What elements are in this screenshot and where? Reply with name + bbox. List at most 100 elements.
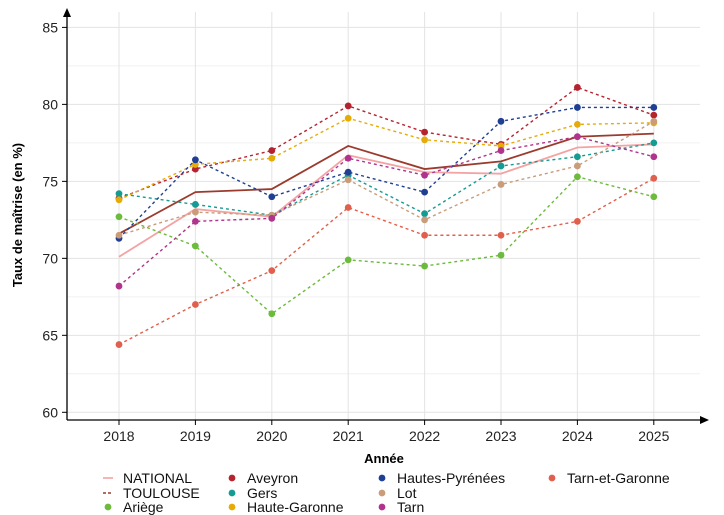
legend-item: Lot: [378, 485, 417, 501]
legend-label: Hautes-Pyrénées: [397, 470, 505, 486]
legend-item: NATIONAL: [103, 470, 192, 486]
series-haute-garonne: [115, 114, 658, 204]
data-point: [497, 117, 505, 125]
series-tarn-et-garonne: [115, 174, 658, 348]
data-point: [497, 251, 505, 259]
legend-item: Ariège: [104, 499, 164, 515]
data-point: [574, 133, 581, 141]
x-tick-label: 2024: [562, 428, 593, 444]
data-point: [497, 162, 505, 170]
legend-item: TOULOUSE: [103, 485, 200, 501]
data-point: [497, 147, 505, 154]
data-point: [574, 120, 581, 128]
x-tick-label: 2020: [256, 428, 287, 444]
legend-label: NATIONAL: [123, 470, 192, 486]
y-tick-label: 80: [42, 96, 58, 112]
legend-swatch: [378, 503, 386, 511]
data-point: [192, 217, 199, 225]
legend-item: Tarn: [378, 499, 424, 515]
legend-label: Tarn-et-Garonne: [567, 470, 670, 486]
legend-item: Gers: [228, 485, 277, 501]
x-tick-label: 2023: [485, 428, 516, 444]
data-point: [421, 210, 428, 218]
series-line: [118, 132, 654, 235]
data-point: [268, 147, 276, 154]
legend-item: Hautes-Pyrénées: [378, 470, 505, 486]
data-point: [650, 111, 658, 119]
series-line: [118, 86, 655, 199]
legend-label: Gers: [247, 485, 277, 501]
data-point: [574, 104, 581, 111]
series-line: [118, 175, 654, 315]
y-axis-arrow: [63, 8, 71, 17]
data-point: [192, 156, 199, 164]
series-hautes-pyr-n-es: [115, 104, 658, 242]
series-national: [118, 143, 654, 258]
series-line: [118, 135, 654, 287]
x-ticks: 2018 2019 2020 2021 2022 2023 2024 2025: [103, 420, 670, 444]
data-point: [497, 231, 505, 239]
data-point: [650, 139, 658, 147]
legend-swatch: [378, 474, 386, 482]
legend-label: Aveyron: [247, 470, 298, 486]
data-point: [421, 262, 428, 270]
data-point: [344, 256, 352, 264]
data-point: [574, 162, 581, 170]
legend-label: Tarn: [397, 499, 424, 515]
legend-item: Haute-Garonne: [228, 499, 344, 515]
data-point: [192, 201, 199, 208]
data-point: [650, 193, 658, 201]
legend-swatch: [228, 503, 236, 511]
x-tick-label: 2021: [333, 428, 364, 444]
data-point: [650, 104, 658, 111]
data-point: [115, 282, 123, 290]
data-point: [115, 196, 123, 204]
y-ticks: 60 65 70 75 80 85: [42, 19, 67, 420]
y-axis-label: Taux de maîtrise (en %): [10, 143, 25, 287]
series-line: [118, 142, 654, 216]
data-point: [268, 267, 276, 275]
data-point: [421, 216, 428, 224]
data-point: [421, 188, 428, 196]
series-lot: [115, 117, 658, 239]
data-point: [115, 190, 123, 198]
data-point: [574, 153, 581, 161]
x-axis-label: Année: [364, 451, 404, 466]
data-point: [115, 213, 123, 221]
data-point: [574, 217, 581, 225]
series-line: [118, 106, 654, 239]
series-line: [118, 117, 654, 201]
data-point: [268, 214, 276, 222]
data-point: [344, 176, 352, 184]
data-point: [650, 174, 658, 182]
y-tick-label: 60: [42, 404, 58, 420]
legend-swatch: [104, 503, 112, 511]
data-point: [192, 208, 199, 216]
data-point: [192, 242, 199, 250]
data-point: [344, 154, 352, 162]
data-point: [344, 102, 352, 110]
series-line: [118, 177, 655, 346]
legend-item: Tarn-et-Garonne: [548, 470, 670, 486]
series-line: [118, 120, 655, 236]
data-point: [268, 193, 276, 201]
data-point: [344, 168, 352, 176]
x-tick-label: 2022: [409, 428, 440, 444]
data-point: [421, 128, 428, 136]
series-ari-ge: [115, 173, 658, 318]
y-tick-label: 75: [42, 173, 58, 189]
legend-label: Haute-Garonne: [247, 499, 344, 515]
data-point: [650, 117, 658, 125]
x-tick-label: 2018: [103, 428, 134, 444]
legend-swatch: [548, 474, 556, 482]
grid-lines: [67, 12, 700, 420]
data-point: [344, 114, 352, 122]
y-tick-label: 70: [42, 250, 58, 266]
data-point: [115, 341, 123, 348]
series-group: [115, 84, 658, 348]
legend-swatch: [228, 474, 236, 482]
data-point: [574, 84, 581, 91]
x-axis-arrow: [700, 416, 709, 424]
